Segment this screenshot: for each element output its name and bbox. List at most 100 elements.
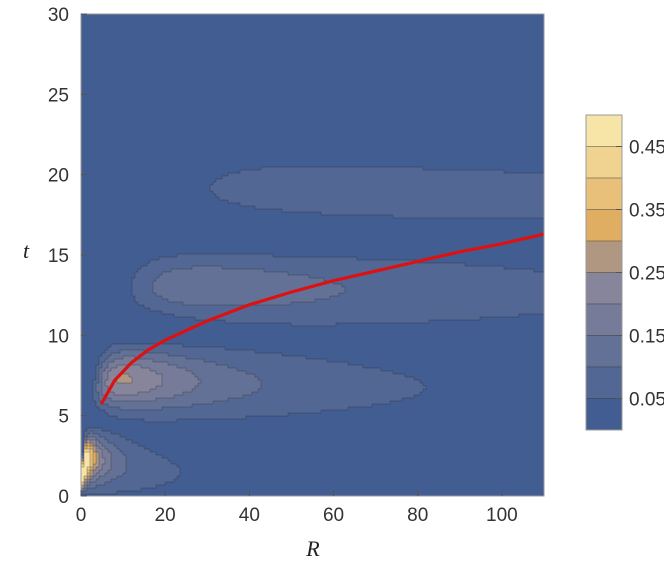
contour-band bbox=[138, 443, 544, 447]
contour-band bbox=[81, 20, 544, 24]
contour-band bbox=[99, 434, 121, 438]
contour-band bbox=[255, 374, 406, 378]
contour-band bbox=[81, 404, 97, 408]
contour-band bbox=[213, 191, 544, 195]
contour-band bbox=[81, 149, 544, 153]
contour-band bbox=[96, 467, 103, 471]
contour-band bbox=[99, 464, 103, 468]
contour-lines bbox=[81, 166, 544, 495]
contour-band bbox=[195, 374, 256, 378]
contour-band bbox=[81, 113, 544, 117]
contour-band bbox=[81, 305, 145, 309]
contour-band bbox=[192, 404, 373, 408]
contour-band bbox=[357, 257, 544, 261]
contour-band bbox=[132, 377, 163, 381]
contour-band bbox=[81, 236, 544, 240]
contour-band bbox=[81, 143, 544, 147]
contour-band bbox=[108, 356, 124, 360]
x-axis: 0 20 40 60 80 100 bbox=[76, 490, 518, 526]
contour-band bbox=[504, 266, 544, 270]
contour-band bbox=[102, 380, 106, 384]
contour-band bbox=[90, 461, 94, 465]
contour-band bbox=[102, 428, 544, 432]
contour-band bbox=[108, 386, 157, 390]
contour-band bbox=[93, 395, 100, 399]
contour-band bbox=[81, 239, 544, 243]
contour-band bbox=[81, 62, 544, 66]
contour-band bbox=[81, 443, 85, 447]
contour-band bbox=[81, 59, 544, 63]
contour-band bbox=[99, 455, 103, 459]
contour-band bbox=[111, 467, 127, 471]
contour-band bbox=[138, 302, 184, 306]
contour-band bbox=[81, 188, 211, 192]
contour-band bbox=[114, 443, 139, 447]
contour-band bbox=[99, 407, 121, 411]
contour-band bbox=[123, 356, 136, 360]
contour-band bbox=[81, 14, 544, 18]
contour-band bbox=[81, 278, 133, 282]
contour-band bbox=[186, 368, 238, 372]
contour-band bbox=[255, 350, 544, 354]
contour-band bbox=[102, 374, 109, 378]
x-tick-label: 80 bbox=[407, 505, 428, 526]
contour-band bbox=[105, 458, 112, 462]
contour-band bbox=[81, 275, 136, 279]
contour-band bbox=[102, 389, 109, 393]
contour-band bbox=[465, 263, 544, 267]
contour-band bbox=[135, 275, 160, 279]
contour-band bbox=[186, 356, 307, 360]
contour-band bbox=[114, 392, 139, 396]
contour-band bbox=[126, 464, 178, 468]
contour-band bbox=[81, 365, 97, 369]
contour-band bbox=[315, 299, 544, 303]
contour-band bbox=[87, 479, 91, 483]
contour-band bbox=[99, 476, 118, 480]
x-tick-label: 0 bbox=[76, 505, 87, 526]
contour-band bbox=[159, 275, 310, 279]
contour-band bbox=[105, 395, 175, 399]
contour-band bbox=[99, 392, 103, 396]
contour-band bbox=[81, 35, 544, 39]
contour-band bbox=[87, 467, 91, 471]
contour-band bbox=[171, 269, 265, 273]
contour-band bbox=[81, 77, 544, 81]
contour-band bbox=[96, 455, 100, 459]
contour-band bbox=[108, 374, 121, 378]
contour-band bbox=[105, 410, 322, 414]
contour-band bbox=[261, 167, 424, 171]
contour-band bbox=[96, 401, 103, 405]
contour-band bbox=[81, 413, 109, 417]
contour-band bbox=[81, 380, 94, 384]
contour-band bbox=[105, 380, 118, 384]
contour-band bbox=[81, 464, 85, 468]
contour-band bbox=[81, 374, 97, 378]
contour-band bbox=[81, 407, 100, 411]
contour-band bbox=[123, 473, 181, 477]
contour-band bbox=[81, 479, 85, 483]
contour-band bbox=[321, 212, 544, 216]
contour-band bbox=[81, 26, 544, 30]
red-curve bbox=[100, 232, 544, 405]
contour-band bbox=[210, 185, 544, 189]
contour-band bbox=[165, 482, 544, 486]
contour-band bbox=[81, 122, 544, 126]
contour-band bbox=[237, 368, 382, 372]
contour-band bbox=[108, 440, 133, 444]
contour-band bbox=[81, 362, 100, 366]
contour-band bbox=[93, 386, 97, 390]
contour-band bbox=[81, 41, 544, 45]
contour-band bbox=[81, 377, 97, 381]
contour-band bbox=[93, 392, 100, 396]
contour-band bbox=[81, 302, 139, 306]
colorbar-band bbox=[586, 178, 622, 210]
contour-band bbox=[210, 188, 544, 192]
contour-band bbox=[81, 476, 85, 480]
contour-band bbox=[81, 308, 151, 312]
contour-band bbox=[93, 398, 100, 402]
contour-band bbox=[126, 437, 544, 441]
contour-band bbox=[156, 293, 340, 297]
contour-band bbox=[81, 212, 322, 216]
contour-band bbox=[177, 476, 544, 480]
contour-band bbox=[213, 401, 391, 405]
